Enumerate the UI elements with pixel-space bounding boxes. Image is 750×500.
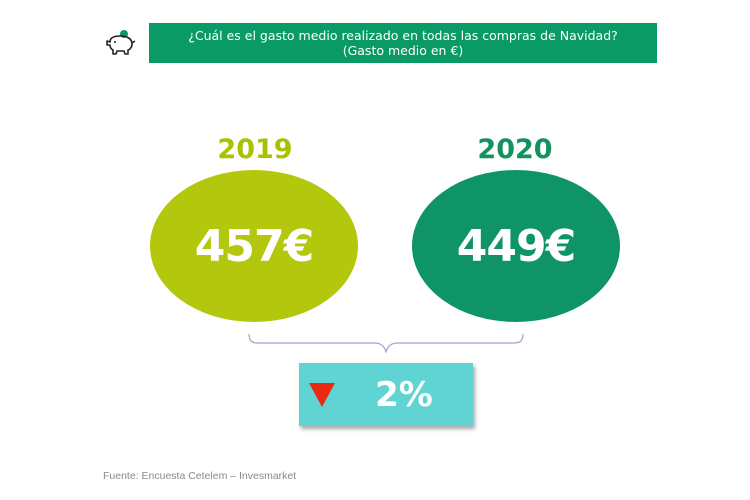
change-value: 2% — [375, 374, 433, 415]
chart-title: ¿Cuál es el gasto medio realizado en tod… — [188, 28, 618, 43]
value-bubble-2020: 449€ — [412, 170, 620, 322]
year-label-2019: 2019 — [217, 134, 293, 165]
header-banner: ¿Cuál es el gasto medio realizado en tod… — [149, 23, 657, 63]
source-note: Fuente: Encuesta Cetelem – Invesmarket — [103, 470, 297, 482]
value-bubble-2019: 457€ — [150, 170, 358, 322]
value-label-2019: 457€ — [194, 220, 314, 272]
chart-subtitle: (Gasto medio en €) — [342, 43, 464, 58]
bracket-connector — [248, 333, 524, 353]
change-box: 2% — [299, 363, 473, 426]
piggy-bank-icon — [104, 28, 138, 58]
value-label-2020: 449€ — [456, 220, 576, 272]
year-label-2020: 2020 — [477, 134, 553, 165]
down-arrow-icon — [309, 383, 335, 407]
